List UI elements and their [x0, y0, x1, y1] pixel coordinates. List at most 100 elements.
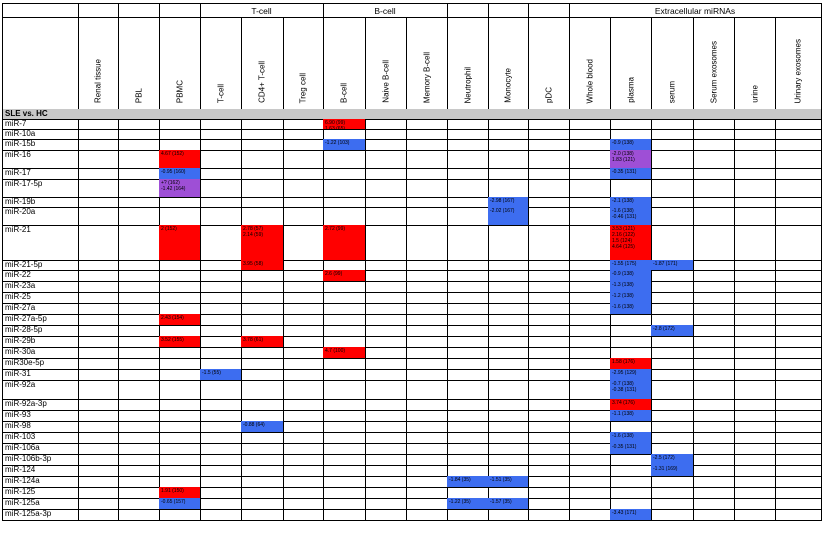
empty-cell: [734, 410, 776, 422]
empty-cell: [118, 270, 160, 282]
empty-cell: [447, 325, 489, 337]
empty-cell: [693, 281, 735, 293]
empty-cell: [528, 129, 570, 140]
empty-cell: [775, 487, 822, 499]
value-text: -0.65 (157): [161, 499, 186, 505]
empty-cell: [528, 509, 570, 521]
empty-cell: [528, 454, 570, 466]
empty-cell: [693, 465, 735, 477]
empty-cell: [78, 358, 119, 370]
empty-cell: [488, 509, 529, 521]
value-text: -2.1 (138): [612, 198, 634, 204]
empty-cell: [118, 303, 160, 315]
empty-cell: [118, 465, 160, 477]
empty-cell: [447, 410, 489, 422]
empty-cell: [78, 119, 119, 130]
empty-cell: [447, 454, 489, 466]
empty-cell: [447, 292, 489, 304]
empty-cell: [693, 270, 735, 282]
empty-cell: [323, 454, 366, 466]
empty-cell: [734, 150, 776, 169]
empty-cell: [323, 369, 366, 381]
empty-cell: [118, 179, 160, 198]
empty-cell: [241, 476, 284, 488]
empty-cell: [406, 270, 448, 282]
empty-cell: [200, 476, 242, 488]
empty-cell: [323, 432, 366, 444]
empty-cell: [200, 325, 242, 337]
empty-cell: [651, 292, 694, 304]
value-text: -1.22 (103): [325, 140, 350, 146]
column-group-header: [159, 3, 201, 18]
empty-cell: [406, 129, 448, 140]
empty-cell: [528, 380, 570, 400]
empty-cell: [118, 139, 160, 151]
empty-cell: [610, 179, 652, 198]
empty-cell: [78, 454, 119, 466]
empty-cell: [241, 119, 284, 130]
empty-cell: [447, 281, 489, 293]
empty-cell: [734, 225, 776, 261]
empty-cell: [241, 139, 284, 151]
empty-cell: [78, 314, 119, 326]
value-cell: -0.88 (64): [241, 421, 284, 433]
value-text: -1.1 (138): [612, 411, 634, 417]
empty-cell: [775, 454, 822, 466]
empty-cell: [775, 465, 822, 477]
empty-cell: [283, 454, 324, 466]
empty-cell: [283, 325, 324, 337]
value-text: -1.3 (138): [612, 282, 634, 288]
empty-cell: [488, 325, 529, 337]
empty-cell: [118, 454, 160, 466]
empty-cell: [734, 369, 776, 381]
empty-cell: [78, 476, 119, 488]
empty-cell: [406, 168, 448, 180]
empty-cell: [241, 465, 284, 477]
column-group-header: [78, 3, 119, 18]
empty-cell: [693, 197, 735, 208]
empty-cell: [528, 150, 570, 169]
empty-cell: [200, 119, 242, 130]
empty-cell: [610, 119, 652, 130]
column-header-label: pDC: [544, 86, 553, 103]
empty-cell: [118, 410, 160, 422]
empty-cell: [78, 260, 119, 271]
value-cell: 3.78 (61): [241, 336, 284, 348]
column-header: Urinary exosomes: [775, 17, 822, 110]
empty-cell: [693, 139, 735, 151]
empty-cell: [406, 197, 448, 208]
value-cell: -0.65 (157): [159, 498, 201, 510]
value-cell: -1.6 (138): [610, 303, 652, 315]
empty-cell: [283, 168, 324, 180]
empty-cell: [734, 168, 776, 180]
empty-cell: [775, 168, 822, 180]
empty-cell: [651, 129, 694, 140]
value-text: 2.14 (59): [243, 232, 264, 238]
empty-cell: [283, 303, 324, 315]
empty-cell: [651, 421, 694, 433]
empty-cell: [488, 314, 529, 326]
empty-cell: [775, 443, 822, 455]
empty-cell: [693, 380, 735, 400]
row-label: miR-29b: [2, 336, 79, 348]
value-text: 3.74 (176): [612, 400, 635, 406]
empty-cell: [734, 314, 776, 326]
empty-cell: [488, 150, 529, 169]
column-header: Serum exosomes: [693, 17, 735, 110]
empty-cell: [693, 119, 735, 130]
empty-cell: [323, 465, 366, 477]
value-cell: -0.35 (131): [610, 168, 652, 180]
empty-cell: [569, 476, 611, 488]
empty-cell: [488, 139, 529, 151]
value-cell: 6.90 (99) 1.63 (65): [323, 119, 366, 130]
empty-cell: [528, 421, 570, 433]
value-text: 1.58 (176): [612, 359, 635, 365]
empty-cell: [651, 410, 694, 422]
empty-cell: [488, 369, 529, 381]
empty-cell: [447, 179, 489, 198]
column-header: pDC: [528, 17, 570, 110]
empty-cell: [488, 281, 529, 293]
empty-cell: [734, 197, 776, 208]
empty-cell: [241, 487, 284, 499]
empty-cell: [775, 325, 822, 337]
